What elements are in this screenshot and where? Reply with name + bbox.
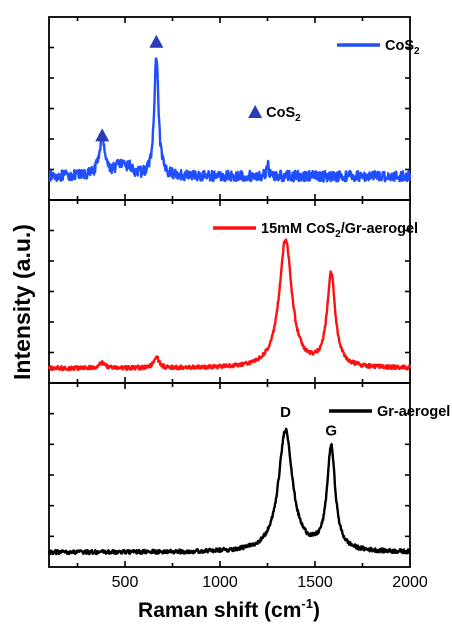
- panel-3: Gr-aerogel D G: [47, 382, 450, 568]
- marker-legend-symbol: [248, 105, 263, 118]
- x-axis-label: Raman shift (cm-1): [138, 596, 320, 622]
- marker-legend-label: CoS2: [266, 105, 301, 124]
- series-line: [48, 57, 412, 183]
- y-axis-label: Intensity (a.u.): [9, 224, 35, 380]
- legend-label: 15mM CoS2/Gr-aerogel: [261, 221, 418, 240]
- series-line: [47, 238, 412, 372]
- legend-label: Gr-aerogel: [377, 404, 450, 420]
- panel-1: CoS2 CoS2: [48, 16, 420, 201]
- series-line: [47, 427, 411, 556]
- chart-panels: CoS2 CoS2 15mM CoS2/Gr-aerogel Gr-aerogel D G: [47, 16, 450, 568]
- peak-label-d: D: [280, 404, 291, 421]
- peak-label-g: G: [325, 423, 337, 440]
- x-tick-label: 2000: [392, 574, 428, 591]
- x-axis-ticks: 500 1000 1500 2000: [112, 574, 428, 591]
- cos2-marker: [95, 128, 110, 142]
- cos2-marker: [149, 34, 164, 48]
- panel-2: 15mM CoS2/Gr-aerogel: [47, 199, 418, 384]
- legend-label: CoS2: [385, 38, 420, 57]
- x-tick-label: 1000: [202, 574, 238, 591]
- x-tick-label: 1500: [297, 574, 333, 591]
- x-tick-label: 500: [112, 574, 139, 591]
